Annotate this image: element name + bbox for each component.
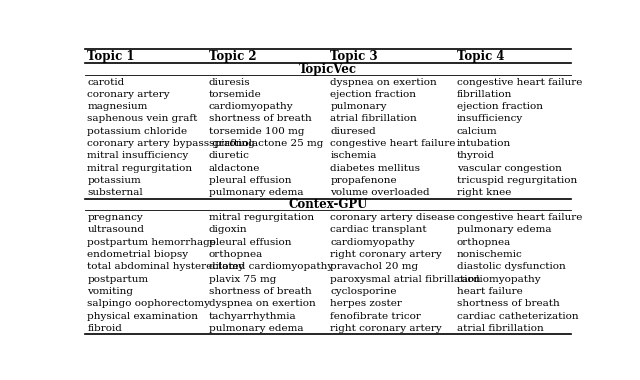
Text: pulmonary edema: pulmonary edema bbox=[209, 188, 303, 198]
Text: diuresis: diuresis bbox=[209, 78, 251, 87]
Text: Topic 4: Topic 4 bbox=[457, 50, 504, 63]
Text: pregnancy: pregnancy bbox=[88, 213, 143, 222]
Text: fibrillation: fibrillation bbox=[457, 90, 513, 99]
Text: congestive heart failure: congestive heart failure bbox=[457, 78, 582, 87]
Text: endometrial biopsy: endometrial biopsy bbox=[88, 250, 189, 259]
Text: diastolic dysfunction: diastolic dysfunction bbox=[457, 262, 566, 271]
Text: Topic 2: Topic 2 bbox=[209, 50, 257, 63]
Text: pleural effusion: pleural effusion bbox=[209, 176, 291, 185]
Text: vomiting: vomiting bbox=[88, 287, 134, 296]
Text: shortness of breath: shortness of breath bbox=[457, 299, 560, 308]
Text: coronary artery: coronary artery bbox=[88, 90, 170, 99]
Text: insufficiency: insufficiency bbox=[457, 114, 524, 124]
Text: saphenous vein graft: saphenous vein graft bbox=[88, 114, 198, 124]
Text: congestive heart failure: congestive heart failure bbox=[330, 139, 456, 148]
Text: postpartum hemorrhage: postpartum hemorrhage bbox=[88, 238, 216, 247]
Text: dyspnea on exertion: dyspnea on exertion bbox=[209, 299, 316, 308]
Text: magnesium: magnesium bbox=[88, 102, 148, 111]
Text: TopicVec: TopicVec bbox=[299, 63, 357, 76]
Text: cyclosporine: cyclosporine bbox=[330, 287, 397, 296]
Text: potassium: potassium bbox=[88, 176, 141, 185]
Text: diuresed: diuresed bbox=[330, 127, 376, 136]
Text: postpartum: postpartum bbox=[88, 275, 148, 283]
Text: pulmonary: pulmonary bbox=[330, 102, 387, 111]
Text: calcium: calcium bbox=[457, 127, 497, 136]
Text: nonischemic: nonischemic bbox=[457, 250, 523, 259]
Text: fenofibrate tricor: fenofibrate tricor bbox=[330, 312, 421, 321]
Text: paroxysmal atrial fibrillation: paroxysmal atrial fibrillation bbox=[330, 275, 481, 283]
Text: shortness of breath: shortness of breath bbox=[209, 114, 312, 124]
Text: mitral regurgitation: mitral regurgitation bbox=[209, 213, 314, 222]
Text: cardiomyopathy: cardiomyopathy bbox=[457, 275, 541, 283]
Text: pravachol 20 mg: pravachol 20 mg bbox=[330, 262, 419, 271]
Text: coronary artery bypass grafting: coronary artery bypass grafting bbox=[88, 139, 255, 148]
Text: heart failure: heart failure bbox=[457, 287, 523, 296]
Text: cardiac transplant: cardiac transplant bbox=[330, 225, 427, 234]
Text: congestive heart failure: congestive heart failure bbox=[457, 213, 582, 222]
Text: right knee: right knee bbox=[457, 188, 511, 198]
Text: pulmonary edema: pulmonary edema bbox=[457, 225, 552, 234]
Text: torsemide 100 mg: torsemide 100 mg bbox=[209, 127, 305, 136]
Text: torsemide: torsemide bbox=[209, 90, 262, 99]
Text: cardiomyopathy: cardiomyopathy bbox=[209, 102, 294, 111]
Text: propafenone: propafenone bbox=[330, 176, 397, 185]
Text: dilated cardiomyopathy: dilated cardiomyopathy bbox=[209, 262, 333, 271]
Text: volume overloaded: volume overloaded bbox=[330, 188, 430, 198]
Text: fibroid: fibroid bbox=[88, 324, 122, 333]
Text: coronary artery disease: coronary artery disease bbox=[330, 213, 455, 222]
Text: atrial fibrillation: atrial fibrillation bbox=[457, 324, 544, 333]
Text: mitral regurgitation: mitral regurgitation bbox=[88, 164, 193, 173]
Text: tachyarrhythmia: tachyarrhythmia bbox=[209, 312, 296, 321]
Text: Topic 3: Topic 3 bbox=[330, 50, 378, 63]
Text: vascular congestion: vascular congestion bbox=[457, 164, 562, 173]
Text: aldactone: aldactone bbox=[209, 164, 260, 173]
Text: plavix 75 mg: plavix 75 mg bbox=[209, 275, 276, 283]
Text: pleural effusion: pleural effusion bbox=[209, 238, 291, 247]
Text: thyroid: thyroid bbox=[457, 152, 495, 160]
Text: potassium chloride: potassium chloride bbox=[88, 127, 188, 136]
Text: orthopnea: orthopnea bbox=[209, 250, 263, 259]
Text: physical examination: physical examination bbox=[88, 312, 198, 321]
Text: atrial fibrillation: atrial fibrillation bbox=[330, 114, 417, 124]
Text: cardiac catheterization: cardiac catheterization bbox=[457, 312, 579, 321]
Text: ultrasound: ultrasound bbox=[88, 225, 145, 234]
Text: substernal: substernal bbox=[88, 188, 143, 198]
Text: mitral insufficiency: mitral insufficiency bbox=[88, 152, 189, 160]
Text: Topic 1: Topic 1 bbox=[88, 50, 135, 63]
Text: tricuspid regurgitation: tricuspid regurgitation bbox=[457, 176, 577, 185]
Text: right coronary artery: right coronary artery bbox=[330, 324, 442, 333]
Text: total abdominal hysterectomy: total abdominal hysterectomy bbox=[88, 262, 244, 271]
Text: Contex-GPU: Contex-GPU bbox=[288, 198, 368, 212]
Text: spironolactone 25 mg: spironolactone 25 mg bbox=[209, 139, 323, 148]
Text: diuretic: diuretic bbox=[209, 152, 250, 160]
Text: right coronary artery: right coronary artery bbox=[330, 250, 442, 259]
Text: dyspnea on exertion: dyspnea on exertion bbox=[330, 78, 437, 87]
Text: diabetes mellitus: diabetes mellitus bbox=[330, 164, 420, 173]
Text: shortness of breath: shortness of breath bbox=[209, 287, 312, 296]
Text: salpingo oophorectomy: salpingo oophorectomy bbox=[88, 299, 211, 308]
Text: intubation: intubation bbox=[457, 139, 511, 148]
Text: carotid: carotid bbox=[88, 78, 125, 87]
Text: digoxin: digoxin bbox=[209, 225, 248, 234]
Text: herpes zoster: herpes zoster bbox=[330, 299, 403, 308]
Text: ischemia: ischemia bbox=[330, 152, 377, 160]
Text: pulmonary edema: pulmonary edema bbox=[209, 324, 303, 333]
Text: orthopnea: orthopnea bbox=[457, 238, 511, 247]
Text: cardiomyopathy: cardiomyopathy bbox=[330, 238, 415, 247]
Text: ejection fraction: ejection fraction bbox=[330, 90, 417, 99]
Text: ejection fraction: ejection fraction bbox=[457, 102, 543, 111]
